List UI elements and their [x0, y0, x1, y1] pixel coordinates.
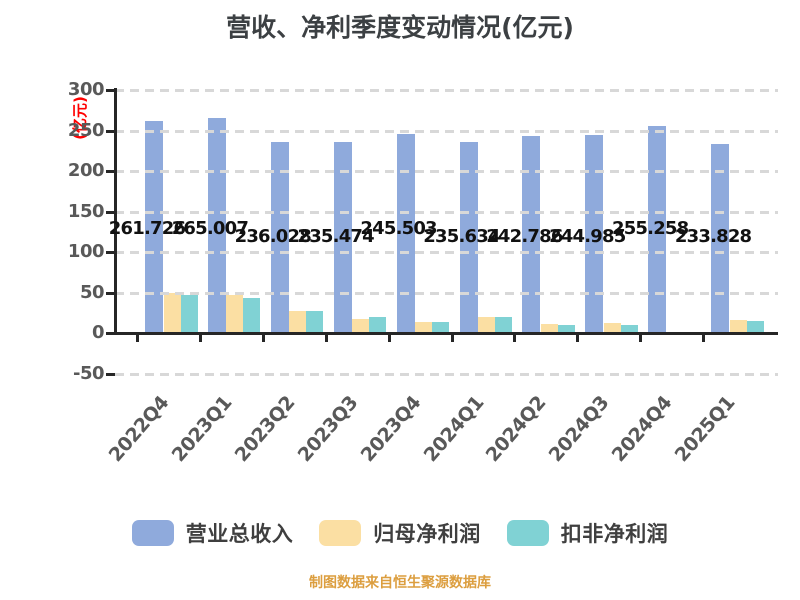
legend-item-non-gaap-net-profit: 扣非净利润	[506, 518, 669, 548]
x-tick-2023Q4	[387, 335, 391, 343]
legend-label-non-gaap-net-profit: 扣非净利润	[560, 522, 669, 546]
y-tick-label-0: 0	[91, 322, 105, 344]
bar-total-revenue-2023Q2	[270, 141, 289, 334]
x-tick-2024Q3	[576, 335, 580, 343]
x-tick-2024Q4	[639, 335, 643, 343]
bar-net-profit-2024Q2	[540, 324, 558, 334]
gridline-250	[115, 129, 778, 133]
bar-net-profit-2025Q1	[729, 320, 747, 334]
y-tick-label-300: 300	[67, 79, 105, 100]
x-tick-2024Q2	[513, 335, 517, 343]
legend-label-total-revenue: 营业总收入	[185, 522, 294, 546]
gridline-150	[115, 210, 778, 214]
bar-net-profit-2023Q3	[352, 319, 370, 334]
legend-swatch-total-revenue	[131, 520, 174, 546]
legend-label-net-profit: 归母净利润	[373, 522, 481, 546]
bar-net-profit-2023Q4	[415, 322, 433, 334]
bar-non-gaap-net-profit-2022Q4	[180, 295, 198, 334]
gridline-100	[115, 251, 778, 255]
y-tick--50	[106, 373, 115, 376]
bar-total-revenue-2023Q4	[396, 134, 415, 334]
bar-net-profit-2024Q3	[603, 322, 621, 334]
bar-non-gaap-net-profit-2024Q3	[620, 324, 638, 334]
bar-value-label-2024Q3: 244.985	[549, 226, 626, 247]
y-tick-label--50: -50	[72, 363, 105, 384]
x-axis-line	[115, 332, 778, 336]
bar-net-profit-2024Q1	[478, 317, 495, 334]
legend-swatch-non-gaap-net-profit	[506, 520, 549, 546]
x-tick-2024Q1	[450, 335, 454, 343]
bar-non-gaap-net-profit-2024Q2	[557, 325, 575, 334]
bar-value-label-2025Q1: 233.828	[674, 226, 752, 247]
bar-value-label-2024Q4: 255.258	[611, 218, 689, 239]
legend: 营业总收入 归母净利润 扣非净利润	[0, 518, 800, 548]
legend-item-total-revenue: 营业总收入	[131, 518, 294, 548]
y-tick-label-100: 100	[67, 241, 105, 263]
y-tick-label-250: 250	[67, 119, 105, 141]
bar-non-gaap-net-profit-2023Q2	[306, 311, 324, 334]
bar-value-label-2022Q4: 261.726	[108, 218, 186, 239]
y-tick-250	[106, 129, 115, 133]
y-tick-200	[106, 170, 115, 174]
x-tick-2025Q1	[702, 335, 706, 343]
x-tick-2023Q1	[198, 335, 202, 343]
bar-value-label-2023Q4: 245.503	[360, 218, 437, 239]
chart-title: 营收、净利季度变动情况(亿元)	[226, 13, 574, 42]
y-tick-label-200: 200	[67, 160, 105, 182]
bar-net-profit-2023Q2	[289, 310, 307, 334]
y-axis-line	[114, 88, 117, 335]
bar-value-label-2023Q3: 235.474	[297, 226, 374, 247]
y-tick-150	[106, 210, 115, 214]
gridline-300	[115, 89, 778, 92]
gridline-50	[115, 291, 778, 295]
bar-value-label-2023Q2: 236.028	[234, 226, 312, 247]
bar-non-gaap-net-profit-2023Q4	[432, 321, 450, 334]
bar-value-label-2024Q2: 242.786	[486, 226, 563, 247]
bar-total-revenue-2024Q4	[648, 126, 667, 334]
y-tick-300	[106, 89, 115, 92]
legend-item-net-profit: 归母净利润	[319, 518, 481, 548]
bar-total-revenue-2024Q1	[459, 142, 478, 334]
y-tick-100	[106, 251, 115, 255]
bar-net-profit-2022Q4	[163, 293, 181, 334]
y-tick-label-150: 150	[67, 200, 105, 222]
bar-total-revenue-2022Q4	[145, 121, 163, 334]
x-tick-2022Q4	[136, 335, 139, 343]
bar-net-profit-2023Q1	[226, 294, 244, 334]
bar-total-revenue-2024Q3	[585, 134, 604, 334]
bar-non-gaap-net-profit-2024Q1	[495, 317, 512, 334]
bar-total-revenue-2025Q1	[711, 143, 730, 334]
bar-value-label-2024Q1: 235.634	[423, 226, 500, 247]
x-tick-2023Q2	[261, 335, 265, 343]
gridline-200	[115, 170, 778, 174]
y-tick-50	[106, 291, 115, 295]
bar-total-revenue-2023Q3	[333, 142, 352, 334]
bar-non-gaap-net-profit-2023Q3	[369, 317, 387, 334]
bar-total-revenue-2024Q2	[522, 136, 541, 334]
data-source-note: 制图数据来自恒生聚源数据库	[309, 575, 491, 591]
gridline--50	[115, 373, 778, 376]
bar-non-gaap-net-profit-2023Q1	[243, 298, 261, 334]
y-tick-label-50: 50	[79, 281, 105, 303]
x-tick-2023Q3	[324, 335, 328, 343]
legend-swatch-net-profit	[319, 520, 362, 546]
y-tick-0	[106, 332, 115, 336]
bar-value-label-2023Q1: 265.007	[171, 218, 249, 239]
bar-non-gaap-net-profit-2025Q1	[746, 321, 764, 334]
